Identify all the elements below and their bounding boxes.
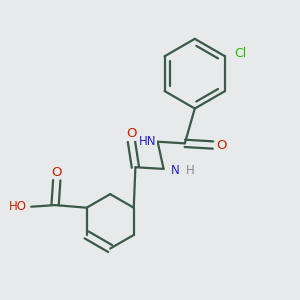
Text: O: O <box>52 166 62 179</box>
Text: N: N <box>171 164 180 177</box>
Text: H: H <box>186 164 195 177</box>
Text: O: O <box>126 127 137 140</box>
Text: Cl: Cl <box>234 47 247 60</box>
Text: HO: HO <box>9 200 27 213</box>
Text: O: O <box>216 139 227 152</box>
Text: HN: HN <box>139 134 156 148</box>
